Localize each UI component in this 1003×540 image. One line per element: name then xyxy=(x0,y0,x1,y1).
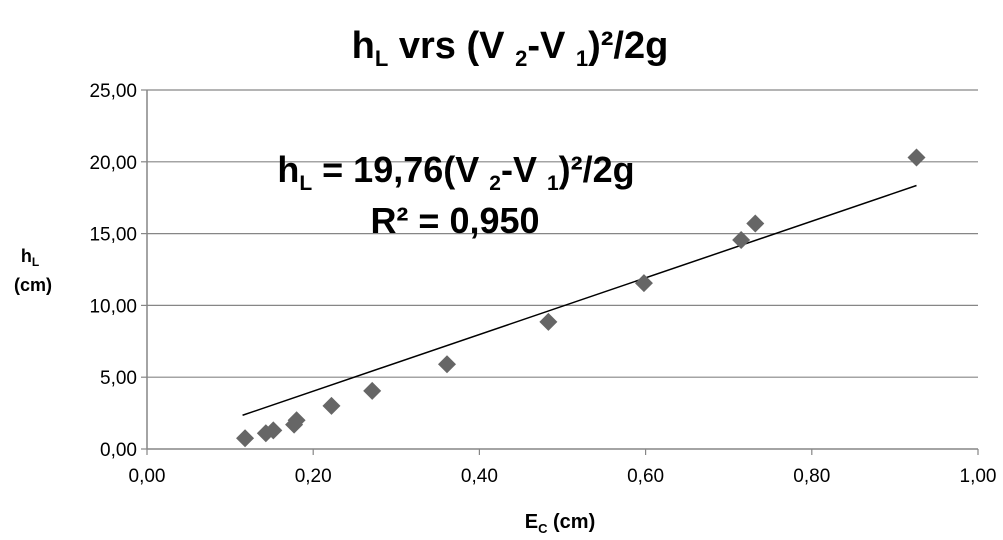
trendline xyxy=(242,184,917,416)
x-axis-ticks: 0,00 0,20 0,40 0,60 0,80 1,00 xyxy=(129,449,997,487)
gridlines xyxy=(147,89,978,378)
plot-axes xyxy=(146,90,978,450)
data-point xyxy=(907,148,926,167)
x-axis-label: EC (cm) xyxy=(525,511,596,536)
data-point xyxy=(363,381,382,400)
data-points xyxy=(236,148,926,448)
y-tick-label: 5,00 xyxy=(100,368,137,389)
x-tick-label: 0,40 xyxy=(461,466,498,487)
data-point xyxy=(732,231,751,250)
data-point xyxy=(236,429,255,448)
y-tick-label: 0,00 xyxy=(100,440,137,461)
y-tick-label: 20,00 xyxy=(89,153,137,174)
x-tick-label: 1,00 xyxy=(960,466,997,487)
y-axis-label-unit: (cm) xyxy=(14,275,52,295)
data-point xyxy=(634,274,653,293)
x-tick-label: 0,20 xyxy=(295,466,332,487)
y-axis-ticks: 0,00 5,00 10,00 15,00 20,00 25,00 xyxy=(89,81,147,461)
r-squared-label: R² = 0,950 xyxy=(370,200,539,241)
x-tick-label: 0,00 xyxy=(129,466,166,487)
x-tick-label: 0,60 xyxy=(627,466,664,487)
data-point xyxy=(264,421,283,440)
data-point xyxy=(287,411,306,430)
y-tick-label: 15,00 xyxy=(89,225,137,246)
trendline-group xyxy=(242,184,917,416)
chart-title: hL vrs (V 2-V 1)²/2g xyxy=(352,25,669,71)
trendline-equation: hL = 19,76(V 2-V 1)²/2g xyxy=(277,149,634,195)
data-point xyxy=(539,312,558,331)
y-tick-label: 25,00 xyxy=(89,81,137,102)
x-tick-label: 0,80 xyxy=(793,466,830,487)
y-axis-label: hL xyxy=(21,246,39,269)
data-point xyxy=(746,214,765,233)
data-point xyxy=(322,396,341,415)
data-point xyxy=(437,355,456,374)
y-tick-label: 10,00 xyxy=(89,296,137,317)
